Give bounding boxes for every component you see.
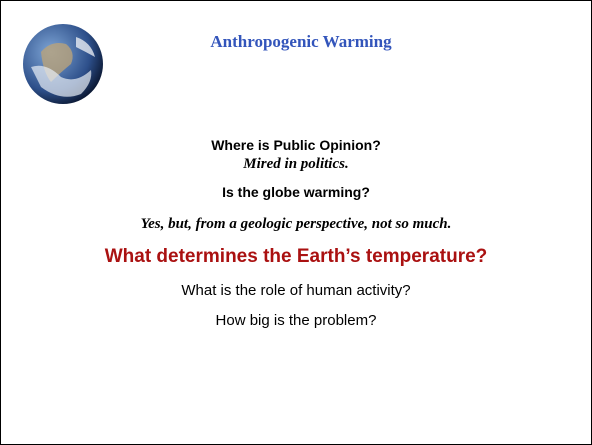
globe-icon [23,24,103,104]
text-line: Is the globe warming? [222,184,370,200]
text-line: Yes, but, from a geologic perspective, n… [140,216,452,232]
text-line: What is the role of human activity? [181,282,411,299]
text-line: Where is Public Opinion? [211,137,381,153]
slide-title: Anthropogenic Warming [210,32,392,51]
text-line: Mired in politics. [243,156,349,172]
text-line: How big is the problem? [215,312,377,329]
text-line: What determines the Earth’s temperature? [104,246,488,267]
